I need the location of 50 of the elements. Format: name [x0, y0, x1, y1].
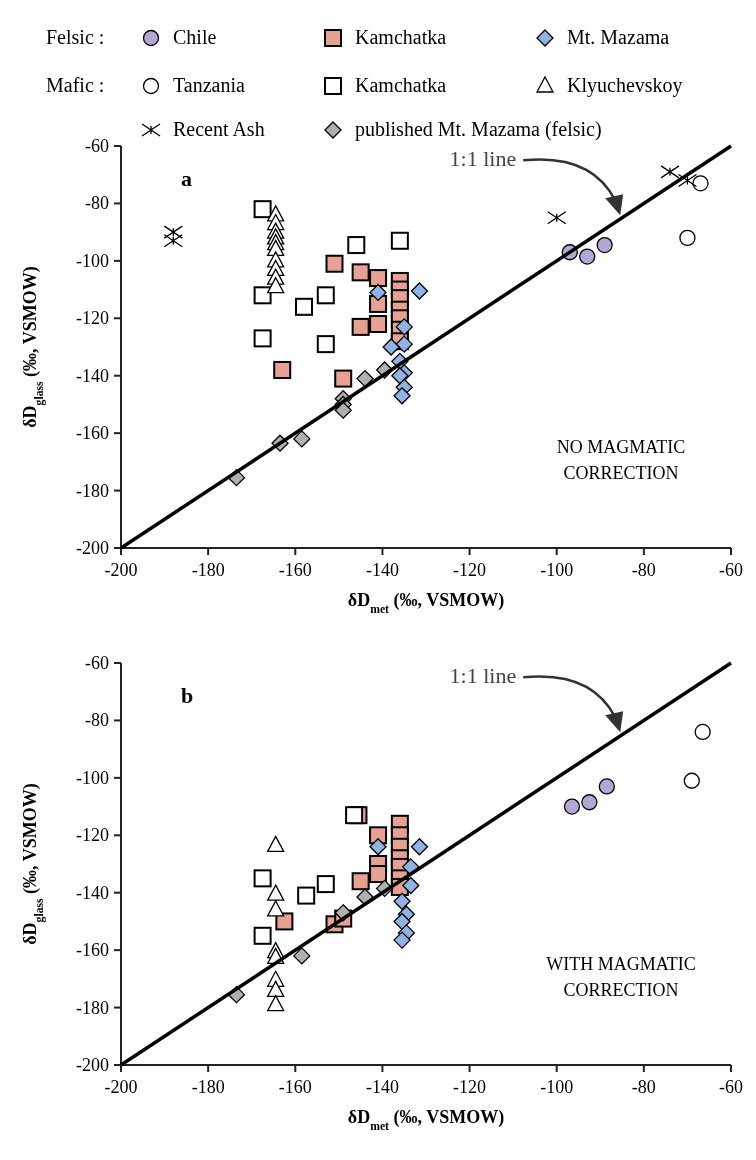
- y-tick-label: -180: [76, 480, 109, 501]
- y-tick-label: -160: [76, 940, 109, 961]
- legend-label: Chile: [173, 26, 217, 48]
- y-tick-label: -180: [76, 997, 109, 1018]
- x-tick-label: -200: [104, 1077, 138, 1097]
- x-tick-label: -100: [540, 560, 574, 580]
- y-tick-label: -100: [76, 767, 109, 788]
- y-tick-label: -120: [76, 825, 109, 846]
- x-tick-label: -180: [191, 560, 225, 580]
- y-tick-label: -160: [76, 423, 109, 444]
- x-tick-label: -160: [278, 560, 312, 580]
- x-tick-label: -80: [631, 1077, 656, 1097]
- x-axis-title: δD$_{met}$ (‰, VSMOW): [347, 1107, 505, 1133]
- y-tick-label: -60: [85, 653, 109, 673]
- y-tick-label: -200: [76, 1055, 109, 1075]
- x-tick-label: -60: [719, 1077, 743, 1097]
- annotation: b: [181, 683, 194, 708]
- legend-label: published Mt. Mazama (felsic): [355, 118, 602, 141]
- y-tick-label: -80: [85, 193, 109, 214]
- x-tick-label: -120: [453, 1077, 487, 1097]
- y-tick-label: -140: [76, 882, 109, 903]
- y-tick-label: -120: [76, 308, 109, 329]
- x-tick-label: -80: [631, 560, 656, 580]
- y-tick-label: -140: [76, 365, 109, 386]
- annotation: a: [181, 166, 192, 191]
- x-tick-label: -60: [719, 560, 743, 580]
- y-tick-label: -60: [85, 136, 109, 156]
- annotation: NO MAGMATIC CORRECTION: [556, 437, 686, 483]
- x-axis-title: δD$_{met}$ (‰, VSMOW): [347, 590, 505, 616]
- y-tick-label: -100: [76, 250, 109, 271]
- annotation: 1:1 line: [449, 146, 517, 172]
- text: Mafic :: [46, 74, 105, 96]
- x-tick-label: -140: [365, 560, 399, 580]
- x-tick-label: -100: [540, 1077, 574, 1097]
- x-tick-label: -180: [191, 1077, 225, 1097]
- annotation: WITH MAGMATIC CORRECTION: [546, 954, 696, 1000]
- text: Felsic :: [46, 26, 105, 48]
- legend-label: Klyuchevskoy: [567, 74, 683, 97]
- annotation: 1:1 line: [449, 663, 517, 689]
- x-tick-label: -200: [104, 560, 138, 580]
- x-tick-label: -120: [453, 560, 487, 580]
- legend-label: Kamchatka: [355, 74, 447, 96]
- legend-label: Tanzania: [173, 74, 246, 96]
- y-tick-label: -80: [85, 710, 109, 731]
- legend-label: Recent Ash: [173, 118, 265, 140]
- y-tick-label: -200: [76, 538, 109, 558]
- x-tick-label: -140: [365, 1077, 399, 1097]
- x-tick-label: -160: [278, 1077, 312, 1097]
- legend-label: Mt. Mazama: [567, 26, 670, 48]
- legend-label: Kamchatka: [355, 26, 447, 48]
